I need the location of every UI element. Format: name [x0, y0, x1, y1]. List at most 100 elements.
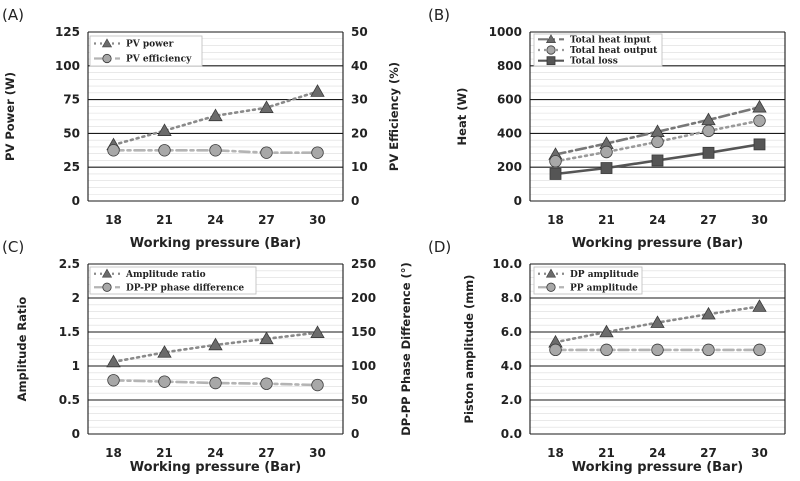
panel-c-y-axis-title: Amplitude Ratio [15, 297, 29, 402]
panel-a-y-tick-label: 125 [55, 25, 80, 39]
panel-d-x-tick-label: 27 [700, 446, 717, 460]
panel-c-y-tick-label: 1 [72, 359, 80, 373]
panel-d-data-point [600, 343, 613, 357]
panel-d-legend-entry: PP amplitude [570, 283, 638, 293]
panel-a-y2-tick-label: 30 [351, 93, 368, 107]
panel-c-y2-tick-label: 150 [351, 325, 376, 339]
panel-b-x-tick-label: 21 [598, 213, 615, 227]
panel-d-x-tick-label: 30 [751, 446, 768, 460]
panel-c-y2-tick-label: 50 [351, 393, 368, 407]
panel-d-y-tick-label: 10.0 [492, 257, 522, 271]
panel-b-y-tick-label: 600 [497, 93, 522, 107]
panel-b-legend-marker [546, 56, 556, 66]
panel-a-data-point [157, 123, 172, 136]
panel-a-y2-tick-label: 50 [351, 25, 368, 39]
panel-c-data-point [259, 331, 274, 345]
panel-c-data-point [209, 376, 222, 390]
panel-c-data-point [208, 337, 223, 351]
panel-c-data-point [157, 345, 172, 358]
panel-a-y-tick-label: 100 [55, 59, 80, 73]
panel-a-y2-tick-label: 40 [351, 59, 368, 73]
panel-c-y-tick-label: 0 [72, 427, 80, 441]
panel-c-data-point [260, 377, 273, 390]
panel-b-legend-marker [545, 34, 557, 44]
panel-d-data-point [701, 306, 716, 320]
panel-d-x-tick-label: 21 [598, 446, 615, 460]
panel-c-y2-axis-title: DP-PP Phase Difference (°) [399, 262, 413, 436]
panel-b-data-point [702, 124, 715, 138]
panel-b-y-tick-label: 800 [497, 59, 522, 73]
panel-a-x-tick-label: 30 [309, 213, 326, 227]
panel-c-legend-entry: Amplitude ratio [125, 270, 206, 280]
panel-a-x-axis-title: Working pressure (Bar) [130, 236, 301, 251]
panel-b-legend-marker [546, 45, 556, 55]
panel-c-data-point [106, 354, 121, 368]
panel-c-x-tick-label: 24 [207, 446, 224, 460]
panel-d-data-point [549, 343, 562, 357]
panel-a-y2-tick-label: 10 [351, 160, 368, 174]
panel-a-y2-tick-label: 20 [351, 126, 368, 140]
panel-a-data-point [107, 144, 120, 157]
panel-c-x-tick-label: 18 [105, 446, 122, 460]
panel-b-data-point [651, 135, 664, 149]
panel-d-data-point [599, 324, 614, 338]
panel-d-y-tick-label: 0.0 [501, 427, 522, 441]
panel-a-legend-marker [101, 38, 113, 48]
panel-a-x-tick-label: 21 [156, 213, 173, 227]
panel-c-legend-marker [102, 282, 112, 292]
panel-b-legend-entry: Total heat output [570, 46, 658, 56]
panel-b-data-point [600, 145, 613, 159]
panel-a-data-point [209, 144, 222, 157]
panel-a-series-line-1 [112, 90, 319, 147]
panel-b-y-tick-label: 0 [514, 194, 522, 208]
panel-b-x-tick-label: 18 [547, 213, 564, 227]
panel-a-legend-entry: PV power [126, 40, 174, 50]
panel-c-x-tick-label: 21 [156, 446, 173, 460]
panel-a-y-tick-label: 0 [72, 194, 80, 208]
panel-b-legend-entry: Total loss [570, 57, 618, 67]
panel-b-data-point [752, 99, 767, 113]
panel-a-data-point [260, 146, 273, 159]
panel-c-legend-entry: DP-PP phase difference [126, 283, 244, 293]
panel-b-data-point [600, 162, 613, 174]
panel-c-legend-marker [101, 268, 113, 278]
panel-b-data-point [549, 155, 562, 168]
panel-b-y-axis-title: Heat (W) [455, 88, 469, 146]
panel-d-legend-marker [545, 268, 557, 278]
panel-a-label: (A) [2, 6, 24, 24]
panel-b-label: (B) [428, 6, 450, 24]
panel-a-data-point [208, 108, 223, 122]
panel-d-data-point [752, 299, 767, 312]
panel-a-y-tick-label: 75 [63, 93, 80, 107]
panel-b-data-point [702, 146, 715, 159]
panel-a-y-tick-label: 25 [63, 160, 80, 174]
panel-c-y2-tick-label: 200 [351, 291, 376, 305]
panel-b-y-tick-label: 1000 [489, 25, 522, 39]
panel-a-y2-axis-title: PV Efficiency (%) [387, 62, 401, 171]
panel-c-label: (C) [2, 238, 24, 256]
panel-d-data-point [753, 343, 766, 357]
panel-a-y-tick-label: 50 [63, 126, 80, 140]
panel-a-x-tick-label: 27 [258, 213, 275, 227]
panel-c-y2-tick-label: 0 [351, 427, 359, 441]
panel-d-data-point [702, 343, 715, 357]
panel-b-x-tick-label: 27 [700, 213, 717, 227]
panel-a-x-tick-label: 18 [105, 213, 122, 227]
panel-c-y2-tick-label: 100 [351, 359, 376, 373]
panel-d-x-axis-title: Working pressure (Bar) [572, 460, 743, 475]
panel-c-y-tick-label: 0.5 [59, 393, 80, 407]
panel-c-data-point [107, 374, 120, 387]
panel-a-data-point [311, 146, 324, 159]
panel-d-label: (D) [428, 238, 451, 256]
panel-b-x-tick-label: 30 [751, 213, 768, 227]
panel-c-x-tick-label: 30 [309, 446, 326, 460]
panel-d-y-axis-title: Piston amplitude (mm) [462, 275, 476, 424]
panel-c-data-point [310, 325, 325, 338]
panel-b-data-point [753, 114, 766, 127]
panel-b-y-tick-label: 200 [497, 160, 522, 174]
panel-b-data-point [651, 154, 664, 167]
panel-b-x-tick-label: 24 [649, 213, 666, 227]
panel-c-x-axis-title: Working pressure (Bar) [130, 460, 301, 475]
panel-d-x-tick-label: 18 [547, 446, 564, 460]
panel-d-y-tick-label: 6.0 [501, 325, 522, 339]
